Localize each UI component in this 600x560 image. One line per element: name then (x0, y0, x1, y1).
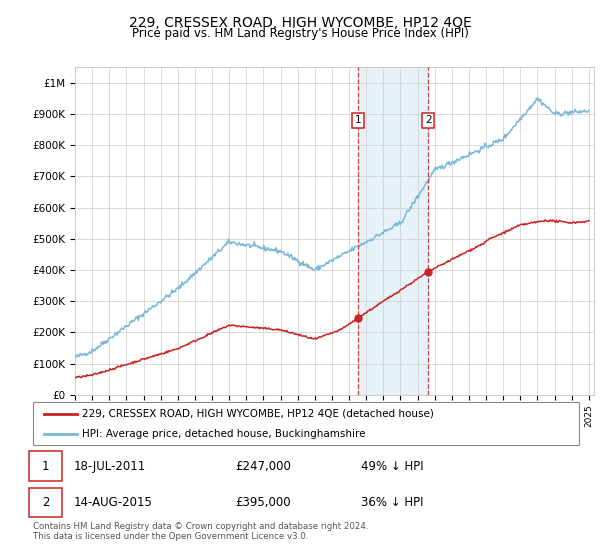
Text: 229, CRESSEX ROAD, HIGH WYCOMBE, HP12 4QE (detached house): 229, CRESSEX ROAD, HIGH WYCOMBE, HP12 4Q… (82, 409, 434, 419)
Bar (358, 67, 428, 395)
Text: Contains HM Land Registry data © Crown copyright and database right 2024.
This d: Contains HM Land Registry data © Crown c… (33, 522, 368, 542)
FancyBboxPatch shape (33, 402, 579, 445)
FancyBboxPatch shape (29, 451, 62, 481)
Text: 18-JUL-2011: 18-JUL-2011 (74, 460, 146, 473)
Text: 229, CRESSEX ROAD, HIGH WYCOMBE, HP12 4QE: 229, CRESSEX ROAD, HIGH WYCOMBE, HP12 4Q… (128, 16, 472, 30)
Text: 1: 1 (42, 460, 49, 473)
FancyBboxPatch shape (29, 488, 62, 517)
Text: 36% ↓ HPI: 36% ↓ HPI (361, 496, 423, 509)
Text: £247,000: £247,000 (235, 460, 291, 473)
Text: £395,000: £395,000 (235, 496, 290, 509)
Text: 49% ↓ HPI: 49% ↓ HPI (361, 460, 423, 473)
Text: HPI: Average price, detached house, Buckinghamshire: HPI: Average price, detached house, Buck… (82, 428, 365, 438)
Text: 14-AUG-2015: 14-AUG-2015 (74, 496, 153, 509)
Text: Price paid vs. HM Land Registry's House Price Index (HPI): Price paid vs. HM Land Registry's House … (131, 27, 469, 40)
Text: 1: 1 (355, 115, 362, 125)
Text: 2: 2 (42, 496, 49, 509)
Text: 2: 2 (425, 115, 431, 125)
